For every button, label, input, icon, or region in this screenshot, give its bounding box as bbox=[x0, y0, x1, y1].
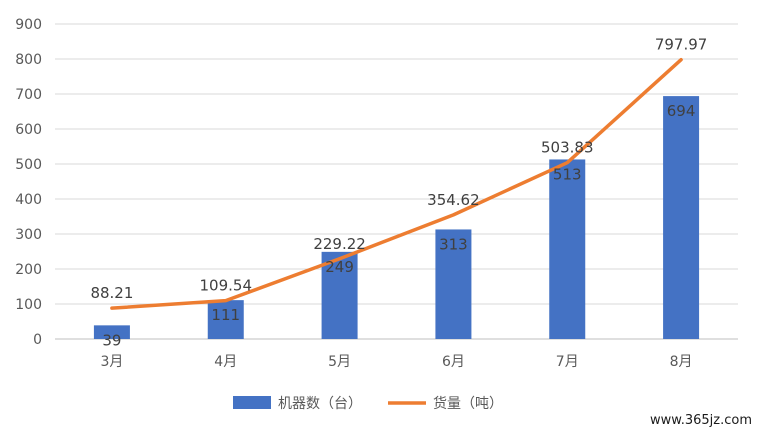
line-value-label: 503.83 bbox=[541, 139, 594, 157]
bar-value-label: 513 bbox=[553, 165, 582, 183]
line-value-label: 797.97 bbox=[655, 36, 708, 54]
y-tick-label: 300 bbox=[15, 227, 42, 243]
bar-value-label: 249 bbox=[325, 258, 354, 276]
x-tick-label: 3月 bbox=[100, 354, 123, 370]
y-tick-label: 400 bbox=[15, 192, 42, 208]
y-tick-label: 800 bbox=[15, 52, 42, 68]
x-tick-label: 7月 bbox=[556, 354, 579, 370]
y-tick-label: 200 bbox=[15, 262, 42, 278]
y-tick-label: 500 bbox=[15, 157, 42, 173]
y-tick-label: 900 bbox=[15, 17, 42, 33]
line-value-label: 88.21 bbox=[90, 284, 133, 302]
bar-value-label: 313 bbox=[439, 235, 468, 253]
x-tick-label: 4月 bbox=[214, 354, 237, 370]
bar-value-label: 111 bbox=[211, 306, 240, 324]
x-tick-label: 8月 bbox=[670, 354, 693, 370]
watermark-text: www.365jz.com bbox=[650, 413, 752, 428]
line-series bbox=[110, 57, 683, 310]
x-tick-label: 6月 bbox=[442, 354, 465, 370]
x-tick-label: 5月 bbox=[328, 354, 351, 370]
bar bbox=[663, 96, 700, 339]
line-value-label: 109.54 bbox=[200, 277, 253, 295]
bar bbox=[93, 325, 130, 339]
y-tick-label: 600 bbox=[15, 122, 42, 138]
legend-label-line: 货量（吨） bbox=[433, 395, 503, 412]
y-tick-label: 0 bbox=[33, 332, 42, 348]
legend-swatch-bar bbox=[233, 396, 271, 409]
legend-label-bar: 机器数（台） bbox=[278, 396, 362, 412]
bar bbox=[549, 159, 586, 339]
line-value-label: 354.62 bbox=[427, 191, 480, 209]
y-tick-label: 700 bbox=[15, 87, 42, 103]
bar-value-label: 39 bbox=[102, 331, 121, 349]
bar-value-label: 694 bbox=[667, 102, 696, 120]
y-tick-label: 100 bbox=[15, 297, 42, 313]
bar bbox=[435, 229, 472, 339]
bar bbox=[321, 251, 358, 339]
bar bbox=[207, 300, 244, 339]
line-value-label: 229.22 bbox=[313, 235, 366, 253]
